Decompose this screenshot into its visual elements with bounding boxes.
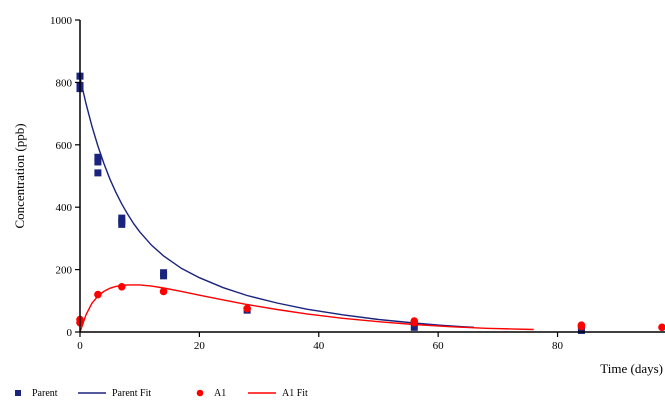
data-point bbox=[118, 220, 126, 228]
legend: Parent Parent Fit A1 A1 Fit bbox=[15, 388, 308, 399]
plot-area bbox=[76, 72, 665, 334]
data-point bbox=[94, 153, 102, 161]
x-tick-label: 40 bbox=[313, 340, 325, 352]
y-ticks: 0 200 400 600 800 1000 bbox=[50, 15, 80, 339]
x-tick-label: 80 bbox=[552, 340, 564, 352]
legend-label: A1 Fit bbox=[282, 388, 308, 399]
x-axis-title: Time (days) bbox=[600, 361, 663, 376]
data-point bbox=[159, 287, 168, 296]
y-tick-label: 200 bbox=[56, 265, 73, 277]
data-point bbox=[243, 304, 251, 313]
data-point bbox=[94, 158, 102, 166]
x-ticks: 0 20 40 60 80 bbox=[77, 332, 564, 352]
legend-square-icon bbox=[15, 390, 21, 396]
axes bbox=[79, 20, 665, 333]
series-line bbox=[79, 77, 475, 328]
y-tick-label: 800 bbox=[56, 77, 73, 89]
series-line bbox=[79, 284, 534, 333]
data-point bbox=[160, 272, 168, 280]
legend-label: A1 bbox=[214, 388, 226, 399]
data-point bbox=[577, 322, 586, 331]
legend-label: Parent Fit bbox=[112, 388, 151, 399]
data-point bbox=[577, 326, 585, 334]
x-tick-label: 20 bbox=[194, 340, 206, 352]
data-point bbox=[410, 323, 418, 331]
x-tick-label: 60 bbox=[433, 340, 445, 352]
y-axis-title: Concentration (ppb) bbox=[12, 123, 27, 228]
data-point bbox=[658, 323, 665, 332]
data-point bbox=[410, 318, 419, 327]
data-point bbox=[117, 282, 126, 291]
y-tick-label: 600 bbox=[56, 140, 73, 152]
legend-label: Parent bbox=[32, 388, 58, 399]
y-tick-label: 400 bbox=[56, 202, 73, 214]
x-tick-label: 0 bbox=[77, 340, 83, 352]
y-tick-label: 0 bbox=[67, 327, 73, 339]
data-point bbox=[94, 290, 102, 299]
legend-circle-icon bbox=[196, 389, 204, 397]
y-tick-label: 1000 bbox=[50, 15, 73, 27]
data-point bbox=[94, 169, 102, 177]
